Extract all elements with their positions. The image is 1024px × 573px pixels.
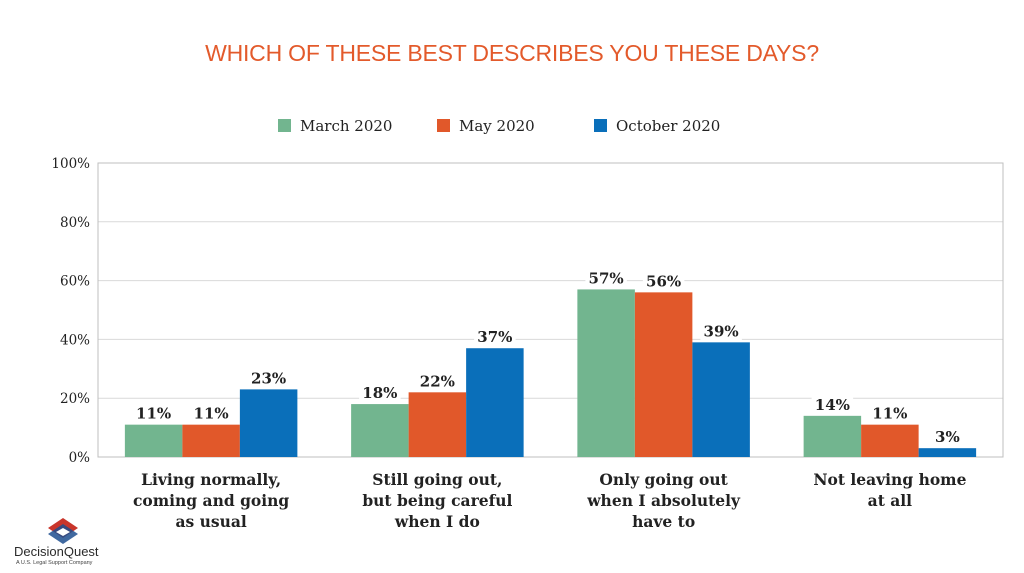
data-label: 57% (589, 269, 624, 287)
logo-tagline: A U.S. Legal Support Company (16, 560, 93, 566)
bar (124, 424, 183, 457)
y-tick-label: 0% (69, 450, 91, 466)
legend-swatch (594, 119, 607, 132)
legend-label: October 2020 (616, 117, 720, 135)
x-category-label: as usual (175, 512, 246, 531)
data-label-bg (247, 368, 290, 388)
data-label-bg (811, 394, 854, 414)
data-label-bg (926, 427, 969, 447)
data-label: 22% (420, 372, 455, 390)
y-tick-label: 80% (60, 215, 90, 231)
data-label: 11% (872, 405, 907, 423)
data-label: 11% (136, 405, 171, 423)
legend-label: March 2020 (300, 117, 392, 135)
plot-border (97, 162, 1004, 458)
data-label-bg (700, 321, 742, 341)
x-category-label: Still going out, (372, 470, 502, 489)
x-category-label: at all (868, 491, 913, 510)
data-label-bg (359, 383, 401, 403)
x-category-label: Living normally, (141, 470, 281, 489)
chart-title: WHICH OF THESE BEST DESCRIBES YOU THESE … (205, 40, 819, 66)
data-label: 11% (194, 405, 229, 423)
bar (351, 404, 409, 457)
x-category-label: when I do (394, 512, 480, 531)
bar (577, 289, 635, 457)
x-category-label: coming and going (133, 491, 289, 510)
data-label: 18% (362, 384, 397, 402)
logo-mark-icon (48, 518, 78, 544)
data-label: 23% (251, 369, 286, 387)
bar (803, 415, 862, 457)
x-category-label: when I absolutely (586, 491, 741, 510)
bar (239, 389, 298, 457)
y-tick-label: 40% (60, 332, 90, 348)
data-label-bg (869, 403, 911, 423)
legend-swatch (437, 119, 450, 132)
data-label: 3% (935, 428, 960, 446)
logo-name: DecisionQuest (14, 544, 99, 559)
bar (408, 392, 467, 457)
data-label-bg (585, 268, 627, 288)
y-tick-label: 60% (60, 274, 90, 290)
x-category-label: Only going out (599, 470, 728, 489)
bar (466, 348, 524, 457)
bar (634, 292, 693, 457)
legend-label: May 2020 (459, 117, 535, 135)
y-tick-label: 100% (51, 156, 90, 172)
x-category-label: have to (632, 512, 695, 531)
bar (182, 424, 240, 457)
legend-swatch (278, 119, 291, 132)
data-label-bg (416, 371, 459, 391)
data-label: 56% (646, 272, 681, 290)
data-label-bg (190, 403, 232, 423)
company-logo: DecisionQuest A U.S. Legal Support Compa… (14, 518, 124, 570)
bar (692, 342, 750, 457)
data-label-bg (474, 327, 516, 347)
data-label-bg (132, 403, 175, 423)
data-label: 14% (815, 396, 850, 414)
y-tick-label: 20% (60, 391, 90, 407)
data-label: 37% (477, 328, 512, 346)
bar (861, 424, 919, 457)
data-label: 39% (704, 322, 739, 340)
x-category-label: but being careful (362, 491, 512, 510)
bar (918, 448, 977, 457)
data-label-bg (642, 271, 685, 291)
x-category-label: Not leaving home (813, 470, 966, 489)
